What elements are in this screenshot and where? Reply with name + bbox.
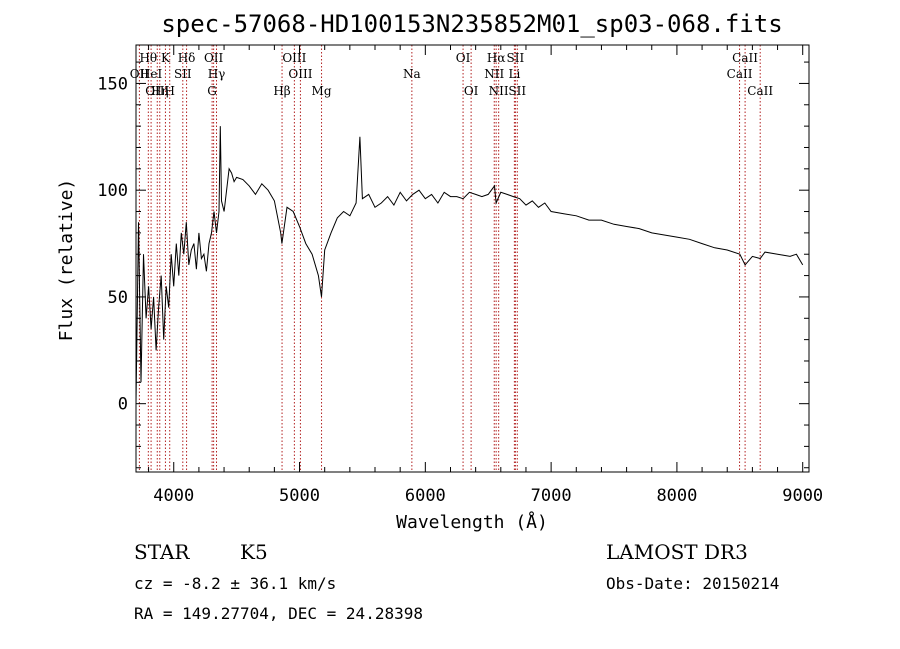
spectral-line-label: SII — [508, 84, 526, 98]
y-axis-label: Flux (relative) — [56, 179, 77, 342]
spectral-line-label: SII — [507, 51, 525, 65]
spectral-line-label: SII — [174, 67, 192, 81]
chart-title: spec-57068-HD100153N235852M01_sp03-068.f… — [161, 10, 782, 38]
plot-frame — [135, 44, 810, 473]
x-tick-label: 9000 — [782, 486, 823, 506]
observation-date: Obs-Date: 20150214 — [606, 574, 779, 593]
spectral-line-label: OI — [456, 51, 471, 65]
x-axis-label: Wavelength (Å) — [396, 511, 548, 533]
object-class: STAR — [134, 540, 190, 564]
x-axis-ticks: 4000 5000 6000 7000 8000 9000 — [148, 45, 823, 506]
x-tick-label: 4000 — [153, 486, 194, 506]
spectral-line-label: NII — [489, 84, 509, 98]
object-subclass: K5 — [240, 540, 268, 564]
spectral-line-label: K — [161, 51, 171, 65]
y-axis-ticks: 0 50 100 150 — [97, 61, 809, 469]
spectral-line-label: Hη — [151, 84, 169, 98]
spectral-line-label: Li — [508, 67, 520, 81]
spectral-line-label: OII — [204, 51, 224, 65]
spectral-line-label: Na — [403, 67, 421, 81]
spectral-line-label: OIII — [145, 84, 169, 98]
spectral-line-label: Hδ — [178, 51, 196, 65]
flux-line — [135, 126, 804, 404]
x-tick-label: 5000 — [279, 486, 320, 506]
x-tick-label: 8000 — [656, 486, 697, 506]
spectral-line-label: OIII — [282, 51, 306, 65]
spectral-line-label: OI — [464, 84, 479, 98]
redshift-text: cz = -8.2 ± 36.1 km/s — [134, 574, 336, 593]
y-tick-label: 50 — [108, 288, 128, 308]
spectral-line-label: Hβ — [273, 84, 290, 98]
x-tick-label: 7000 — [531, 486, 572, 506]
spectral-line-label: NII — [484, 67, 504, 81]
spectral-line-label: H — [164, 84, 174, 98]
spectral-line-label: Hθ — [139, 51, 157, 65]
spectral-line-label: OIII — [288, 67, 312, 81]
y-tick-label: 100 — [97, 181, 128, 201]
y-tick-label: 0 — [118, 395, 128, 415]
x-tick-label: 6000 — [405, 486, 446, 506]
spectral-line-label: G — [207, 84, 217, 98]
spectral-line-label: CaII — [747, 84, 773, 98]
survey-name: LAMOST DR3 — [606, 540, 748, 564]
spectral-line-label: OII — [130, 67, 150, 81]
y-tick-label: 150 — [97, 74, 128, 94]
coordinates-text: RA = 149.27704, DEC = 24.28398 — [134, 604, 423, 623]
spectral-line-label: HeI — [140, 67, 163, 81]
spectral-line-label: Hα — [487, 51, 506, 65]
spectral-lines — [138, 45, 761, 472]
spectral-line-label: CaII — [732, 51, 758, 65]
spectral-line-label: Mg — [312, 84, 332, 98]
spectral-line-label: CaII — [727, 67, 753, 81]
spectral-line-label: Hγ — [208, 67, 226, 81]
